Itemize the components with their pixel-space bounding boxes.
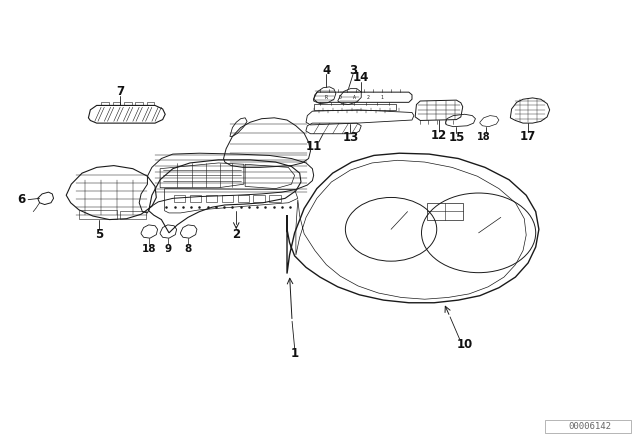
Bar	[314, 103, 396, 110]
Bar	[427, 203, 463, 220]
Text: 5: 5	[95, 228, 103, 241]
Text: 2: 2	[232, 228, 240, 241]
Text: 13: 13	[342, 131, 358, 144]
Text: 18: 18	[477, 132, 490, 142]
Bar	[79, 210, 117, 219]
Bar	[120, 211, 145, 219]
Text: 1: 1	[291, 347, 299, 360]
Text: A: A	[353, 95, 356, 100]
Text: 4: 4	[322, 64, 330, 77]
Bar	[113, 102, 120, 105]
Bar	[124, 102, 132, 105]
Text: 14: 14	[353, 71, 369, 84]
Bar	[269, 195, 281, 202]
Bar	[174, 195, 186, 202]
Bar	[237, 195, 249, 202]
Bar	[253, 195, 265, 202]
Bar	[190, 195, 202, 202]
Text: 18: 18	[141, 244, 156, 254]
Text: 10: 10	[456, 338, 473, 351]
Text: R: R	[325, 95, 328, 100]
Text: 00006142: 00006142	[569, 422, 612, 431]
Text: 3: 3	[349, 64, 357, 77]
Text: 15: 15	[448, 131, 465, 144]
Text: 8: 8	[184, 244, 191, 254]
Text: 7: 7	[116, 85, 124, 98]
Text: 2: 2	[367, 95, 370, 100]
Text: 12: 12	[431, 129, 447, 142]
Bar	[147, 102, 154, 105]
Text: 1: 1	[381, 95, 383, 100]
Bar	[221, 195, 233, 202]
Bar	[545, 420, 631, 433]
Text: 11: 11	[305, 140, 322, 153]
Text: 6: 6	[18, 193, 26, 206]
Text: 9: 9	[164, 244, 172, 254]
Bar	[206, 195, 217, 202]
Text: 17: 17	[520, 130, 536, 143]
Bar	[136, 102, 143, 105]
Text: D: D	[339, 95, 342, 100]
Bar	[101, 102, 109, 105]
